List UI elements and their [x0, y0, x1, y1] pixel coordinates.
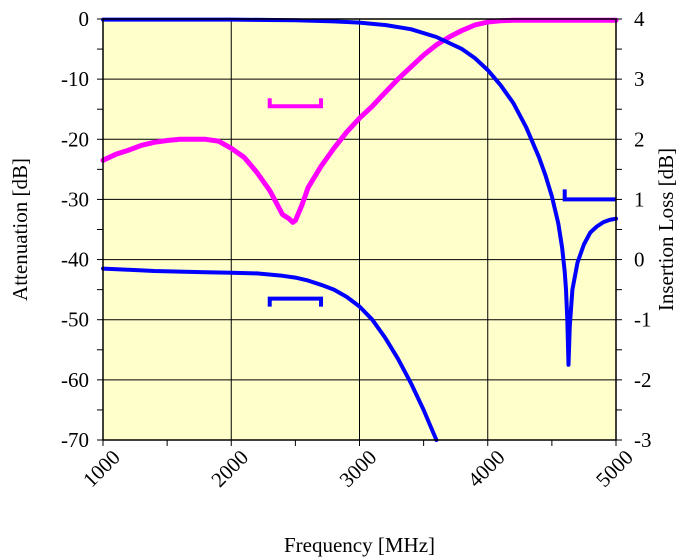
series-line-1 — [100, 17, 619, 225]
series-line-3 — [101, 266, 439, 442]
series-bracket-marker-1 — [267, 98, 324, 109]
y-left-tick-label: -50 — [61, 308, 89, 332]
x-tick-label: 1000 — [78, 445, 125, 492]
y-right-tick-label: 2 — [634, 127, 645, 151]
y-right-tick-label: 1 — [634, 187, 645, 211]
y-left-tick-label: -10 — [61, 67, 89, 91]
series-bracket-marker-3 — [562, 189, 616, 202]
y-left-tick-label: -40 — [61, 248, 89, 272]
y-right-tick-label: -1 — [634, 308, 652, 332]
series-line-2 — [101, 17, 618, 367]
y-axis-right-title: Insertion Loss [dB] — [654, 148, 678, 311]
y-right-tick-label: -3 — [634, 428, 652, 452]
y-left-tick-label: -20 — [61, 127, 89, 151]
x-axis-title: Frequency [MHz] — [284, 533, 435, 557]
y-left-tick-label: -70 — [61, 428, 89, 452]
axis-ticks — [97, 18, 622, 446]
y-axis-left-title: Attenuation [dB] — [8, 158, 32, 301]
series-markers — [267, 98, 616, 307]
data-series — [100, 17, 619, 442]
series-bracket-marker-2 — [267, 296, 324, 307]
x-tick-label: 2000 — [206, 445, 253, 492]
y-left-tick-label: -60 — [61, 368, 89, 392]
x-tick-label: 3000 — [335, 445, 382, 492]
y-right-tick-label: 4 — [634, 7, 645, 31]
y-left-tick-label: 0 — [79, 7, 90, 31]
y-left-tick-label: -30 — [61, 187, 89, 211]
y-right-tick-label: 3 — [634, 67, 645, 91]
y-right-tick-label: 0 — [634, 248, 645, 272]
x-tick-label: 4000 — [463, 445, 510, 492]
y-right-tick-label: -2 — [634, 368, 652, 392]
x-tick-label: 5000 — [591, 445, 638, 492]
grid-lines — [103, 19, 616, 440]
